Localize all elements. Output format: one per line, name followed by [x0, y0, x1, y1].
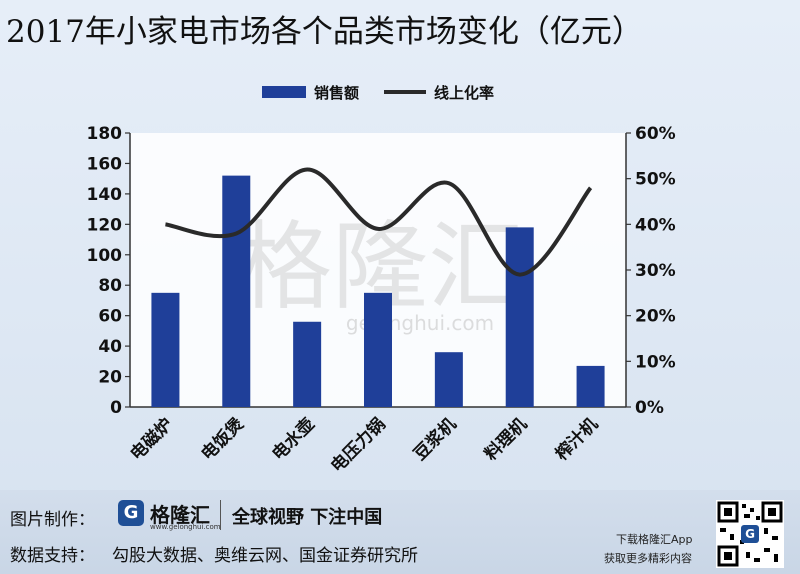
y-tick-label-left: 180	[87, 124, 123, 144]
legend-swatch-bar	[262, 86, 306, 98]
series-line	[165, 167, 593, 277]
y-tick-label-left: 0	[110, 398, 122, 418]
y-tick-label-left: 60	[98, 307, 122, 327]
y-tick-label-right: 60%	[635, 124, 676, 144]
x-tick-label: 电饭煲	[197, 413, 249, 465]
bar-电磁炉	[151, 292, 180, 407]
y-tick-label-left: 140	[87, 185, 123, 205]
app-promo-text: 获取更多精彩内容	[604, 552, 692, 565]
axes: 0 20 40 60 80 100 120 140 160 180 0% 10% 20% 30% 40% 50…	[87, 124, 676, 418]
x-tick-label: 豆浆机	[409, 414, 460, 465]
bar-电压力锅	[364, 292, 392, 407]
slogan: 全球视野 下注中国	[232, 507, 383, 528]
logo-url: www.gelonghui.com	[150, 523, 221, 531]
x-tick-label: 电压力锅	[327, 414, 390, 477]
page-title: 2017年小家电市场各个品类市场变化（亿元）	[6, 14, 643, 50]
x-tick-labels: 电磁炉 电饭煲 电水壶 电压力锅 豆浆机 料理机 榨汁机	[126, 413, 602, 477]
source-label: 数据支持：	[10, 546, 95, 566]
y-tick-label-left: 40	[98, 337, 122, 357]
line-线上化率	[165, 167, 593, 277]
legend-label-line: 线上化率	[434, 84, 494, 102]
y-tick-label-left: 100	[87, 246, 123, 266]
logo-icon: G	[118, 500, 144, 526]
x-tick-label: 电水壶	[268, 414, 319, 465]
bar-榨汁机	[576, 365, 605, 407]
x-tick-label: 榨汁机	[550, 414, 602, 466]
y-tick-label-left: 20	[98, 368, 122, 388]
bar-豆浆机	[434, 352, 463, 407]
y-tick-label-right: 40%	[635, 215, 676, 235]
y-tick-label-left: 160	[87, 154, 123, 174]
x-tick-label: 电磁炉	[126, 414, 177, 465]
bars	[151, 175, 605, 407]
bar-电饭煲	[222, 175, 251, 407]
chart: 格隆汇 gelonghui.com 销售额 线上化率 02040608010012…	[87, 84, 676, 477]
x-tick-label: 料理机	[480, 414, 531, 465]
y-tick-label-right: 20%	[635, 307, 676, 327]
bar-料理机	[505, 227, 534, 407]
y-tick-label-right: 0%	[635, 398, 664, 418]
y-tick-label-right: 50%	[635, 170, 676, 190]
qr-logo-icon: G	[741, 525, 759, 543]
y-tick-label-right: 10%	[635, 352, 676, 372]
y-tick-label-left: 120	[87, 215, 123, 235]
credit-label: 图片制作：	[10, 510, 95, 530]
y-tick-label-right: 30%	[635, 261, 676, 281]
legend: 销售额 线上化率	[262, 84, 494, 102]
legend-label-bar: 销售额	[314, 84, 359, 102]
source-text: 勾股大数据、奥维云网、国金证券研究所	[112, 546, 418, 566]
bar-电水壶	[293, 321, 322, 407]
y-tick-label-left: 80	[98, 276, 122, 296]
footer-divider	[220, 500, 221, 530]
app-download-text: 下载格隆汇App	[616, 533, 693, 546]
logo-name: 格隆汇	[150, 503, 210, 527]
